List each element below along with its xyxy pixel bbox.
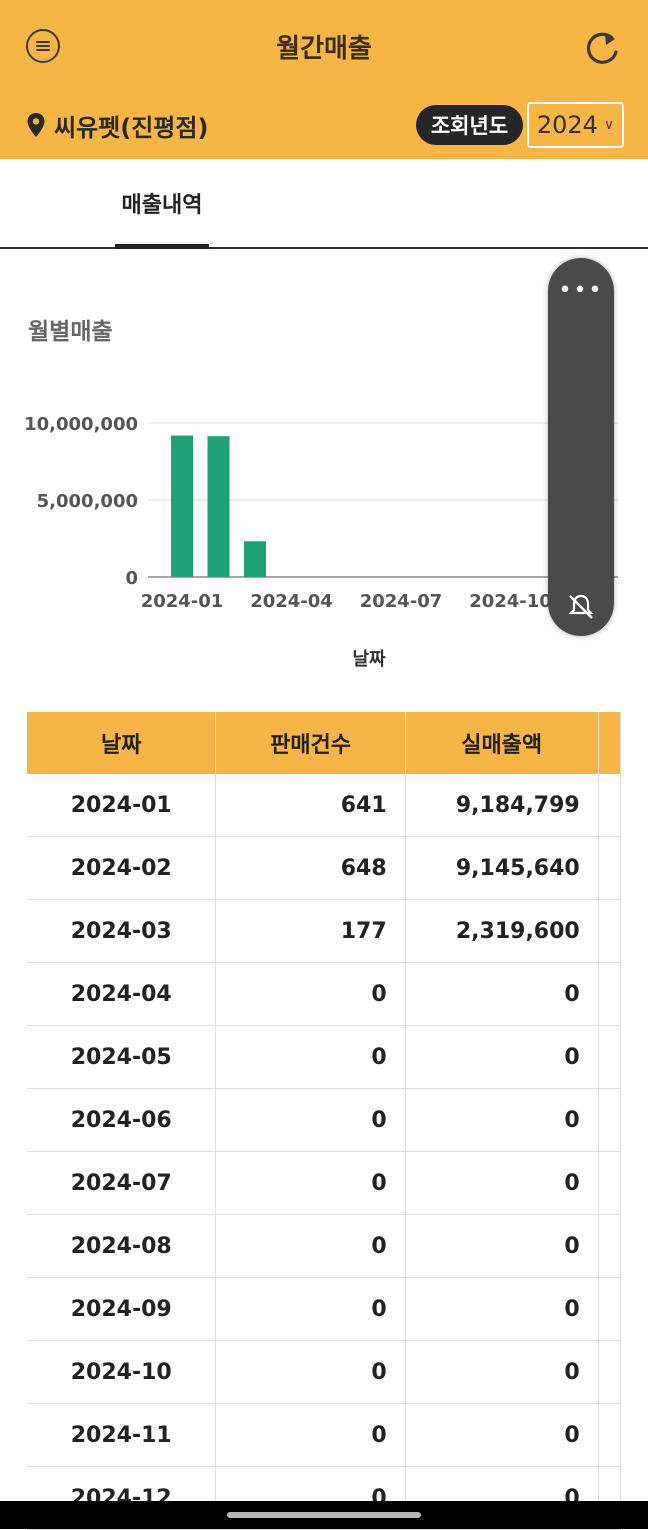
cell-amount: 0 <box>405 1214 599 1278</box>
home-gesture-bar[interactable] <box>227 1512 421 1518</box>
store-selector[interactable]: 씨유펫(진평점) <box>26 105 208 145</box>
chart-x-axis-label: 날짜 <box>352 649 386 670</box>
cell-amount: 0 <box>405 1025 599 1089</box>
cell-date: 2024-10 <box>27 1340 217 1404</box>
cell-overflow <box>598 836 622 900</box>
column-header-date[interactable]: 날짜 <box>27 712 217 774</box>
cell-amount: 9,145,640 <box>405 836 599 900</box>
cell-date: 2024-03 <box>27 899 217 963</box>
column-header-count[interactable]: 판매건수 <box>215 712 406 774</box>
table-row[interactable]: 2024-05 0 0 <box>27 1025 622 1089</box>
sales-table: 날짜 판매건수 실매출액 2024-01 641 9,184,799 2024-02 6… <box>27 712 622 1530</box>
mute-icon[interactable] <box>566 592 596 622</box>
cell-overflow <box>598 1340 622 1404</box>
location-pin-icon <box>27 113 45 137</box>
table-row[interactable]: 2024-08 0 0 <box>27 1214 622 1278</box>
cell-overflow <box>598 1025 622 1089</box>
cell-amount: 9,184,799 <box>405 774 599 837</box>
table-row[interactable]: 2024-07 0 0 <box>27 1151 622 1215</box>
chart-y-tick-label: 0 <box>125 568 138 589</box>
cell-count: 177 <box>215 899 406 963</box>
table-row[interactable]: 2024-01 641 9,184,799 <box>27 774 622 837</box>
monthly-sales-chart: 0 5,000,000 10,000,000 2024-01 2024-04 2024-… <box>24 414 618 670</box>
chart-y-tick-label: 10,000,000 <box>24 414 138 435</box>
cell-amount: 0 <box>405 1403 599 1467</box>
cell-overflow <box>598 962 622 1026</box>
chart-x-tick-label: 2024-10 <box>469 591 552 612</box>
chart-x-tick-label: 2024-04 <box>250 591 333 612</box>
cell-count: 0 <box>215 1151 406 1215</box>
cell-amount: 2,319,600 <box>405 899 599 963</box>
cell-count: 0 <box>215 1277 406 1341</box>
cell-date: 2024-06 <box>27 1088 217 1152</box>
cell-overflow <box>598 774 622 837</box>
column-header-overflow <box>598 712 622 774</box>
chart-x-tick-label: 2024-07 <box>360 591 443 612</box>
cell-count: 641 <box>215 774 406 837</box>
chart-bar[interactable] <box>171 435 193 577</box>
cell-date: 2024-05 <box>27 1025 217 1089</box>
cell-date: 2024-07 <box>27 1151 217 1215</box>
cell-count: 0 <box>215 1088 406 1152</box>
year-select[interactable]: 2024 ∨ <box>527 102 624 148</box>
system-nav-bar <box>0 1501 648 1529</box>
hamburger-icon <box>36 40 50 52</box>
cell-date: 2024-02 <box>27 836 217 900</box>
menu-icon[interactable] <box>26 29 60 63</box>
chart-bar[interactable] <box>207 436 230 577</box>
cell-count: 0 <box>215 1340 406 1404</box>
table-row[interactable]: 2024-09 0 0 <box>27 1277 622 1341</box>
cell-count: 0 <box>215 1214 406 1278</box>
chart-bar[interactable] <box>244 541 266 577</box>
chart-title: 월별매출 <box>28 319 113 345</box>
chart-x-tick-label: 2024-01 <box>141 591 224 612</box>
app-header: 월간매출 씨유펫(진평점) 조회년도 2024 ∨ <box>0 0 648 159</box>
cell-amount: 0 <box>405 1151 599 1215</box>
cell-overflow <box>598 1151 622 1215</box>
cell-amount: 0 <box>405 1340 599 1404</box>
year-label-badge: 조회년도 <box>416 105 523 145</box>
tab-bar: 매출내역 <box>0 159 648 249</box>
chevron-down-icon: ∨ <box>603 117 615 133</box>
store-name: 씨유펫(진평점) <box>54 113 209 142</box>
cell-overflow <box>598 1277 622 1341</box>
cell-amount: 0 <box>405 962 599 1026</box>
cell-count: 0 <box>215 1403 406 1467</box>
table-row[interactable]: 2024-11 0 0 <box>27 1403 622 1467</box>
year-select-value: 2024 <box>536 111 598 139</box>
column-header-amount[interactable]: 실매출액 <box>405 712 599 774</box>
cell-date: 2024-04 <box>27 962 217 1026</box>
table-row[interactable]: 2024-02 648 9,145,640 <box>27 836 622 900</box>
table-row[interactable]: 2024-04 0 0 <box>27 962 622 1026</box>
cell-overflow <box>598 899 622 963</box>
floating-panel[interactable]: ••• <box>548 258 614 636</box>
cell-date: 2024-01 <box>27 774 217 837</box>
table-header-row: 날짜 판매건수 실매출액 <box>27 712 622 774</box>
cell-count: 648 <box>215 836 406 900</box>
cell-overflow <box>598 1214 622 1278</box>
table-row[interactable]: 2024-03 177 2,319,600 <box>27 899 622 963</box>
chart-y-tick-label: 5,000,000 <box>37 491 138 512</box>
cell-date: 2024-09 <box>27 1277 217 1341</box>
page-title: 월간매출 <box>276 34 372 64</box>
cell-count: 0 <box>215 962 406 1026</box>
cell-amount: 0 <box>405 1277 599 1341</box>
cell-count: 0 <box>215 1025 406 1089</box>
cell-amount: 0 <box>405 1088 599 1152</box>
refresh-icon[interactable] <box>582 27 624 69</box>
cell-overflow <box>598 1088 622 1152</box>
more-options-icon[interactable]: ••• <box>558 278 604 303</box>
table-row[interactable]: 2024-10 0 0 <box>27 1340 622 1404</box>
cell-date: 2024-11 <box>27 1403 217 1467</box>
cell-date: 2024-08 <box>27 1214 217 1278</box>
cell-overflow <box>598 1403 622 1467</box>
tab-active-indicator <box>115 244 209 249</box>
tab-sales-history[interactable]: 매출내역 <box>121 193 203 218</box>
table-row[interactable]: 2024-06 0 0 <box>27 1088 622 1152</box>
